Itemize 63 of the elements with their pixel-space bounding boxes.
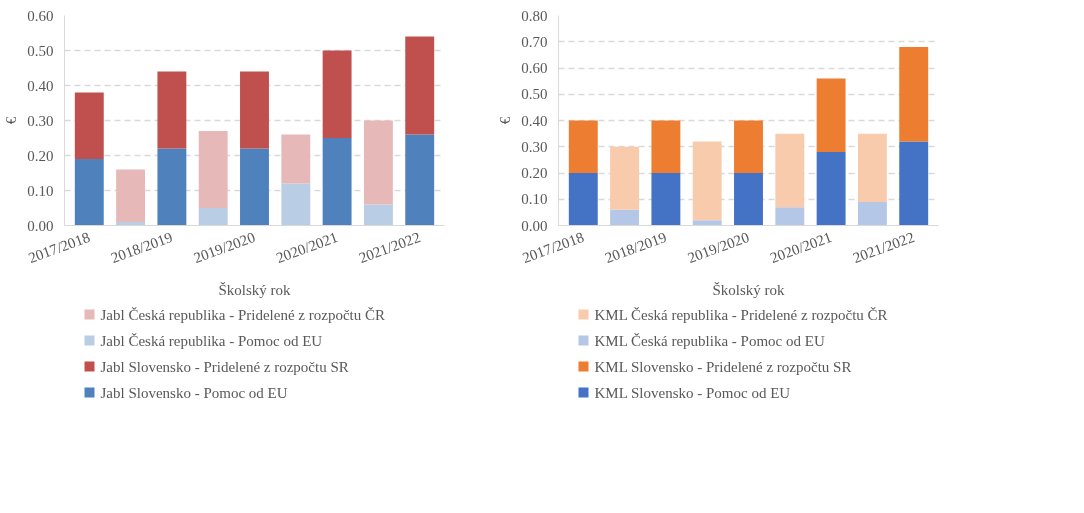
y-axis-title: € [497,116,514,125]
x-axis-title: Školský rok [218,281,292,298]
bar [74,92,104,159]
legend-label: Jabl Slovensko - Pridelené z rozpočtu SR [100,358,349,375]
bar [198,131,228,208]
bar [568,120,598,173]
y-tick-label: 0.30 [521,138,548,155]
bar [568,173,598,226]
bar [405,134,435,226]
legend-label: KML Česká republika - Pridelené z rozpočtu ČR [594,306,888,323]
bar [610,209,640,226]
bar [775,133,805,208]
legend-label: KML Slovensko - Pomoc od EU [594,384,791,401]
y-tick-label: 0.40 [27,77,54,94]
y-tick-label: 0.20 [521,165,548,181]
y-tick-label: 0.40 [521,112,548,129]
bar [651,173,681,226]
bar [240,71,269,149]
bar [692,220,722,226]
legend-label: Jabl Česká republika - Pridelené z rozpočtu ČR [100,306,386,323]
bar [157,148,187,226]
bar [734,120,763,173]
y-tick-label: 0.50 [27,42,54,59]
bar [857,201,887,226]
bar [281,183,311,226]
bar [610,146,640,210]
bar [240,148,269,226]
y-tick-label: 0.70 [521,33,548,50]
legend-label: KML Česká republika - Pomoc od EU [594,332,825,349]
y-tick-label: 0.60 [27,7,54,24]
y-tick-label: 0.50 [521,86,548,103]
y-tick-label: 0.10 [521,191,548,208]
bar [692,141,722,221]
y-tick-label: 0.60 [521,60,548,76]
y-tick-label: 0.10 [27,182,54,199]
bar [899,47,929,142]
bar [816,78,846,152]
y-tick-label: 0.20 [27,147,54,164]
y-tick-label: 0.30 [27,112,54,129]
bar [857,133,887,202]
bar [899,141,929,226]
legend-label: Jabl Česká republika - Pomoc od EU [100,332,323,349]
bar [322,138,352,226]
bar [734,173,763,226]
x-axis-title: Školský rok [712,281,786,298]
bar [74,159,104,226]
bar [116,169,146,222]
bar [281,134,311,184]
y-tick-label: 0.80 [521,7,548,24]
bar [157,71,187,149]
bar [322,50,352,138]
y-axis-title: € [3,116,20,125]
legend-label: Jabl Slovensko - Pomoc od EU [100,384,288,401]
legend-label: KML Slovensko - Pridelené z rozpočtu SR [594,358,852,375]
bar [775,207,805,226]
y-tick-label: 0.00 [27,217,54,234]
bar [363,204,393,226]
bar [651,120,681,173]
bar [198,208,228,226]
bar [405,36,435,135]
bar [816,152,846,226]
bar [363,120,393,205]
y-tick-label: 0.00 [521,217,548,234]
